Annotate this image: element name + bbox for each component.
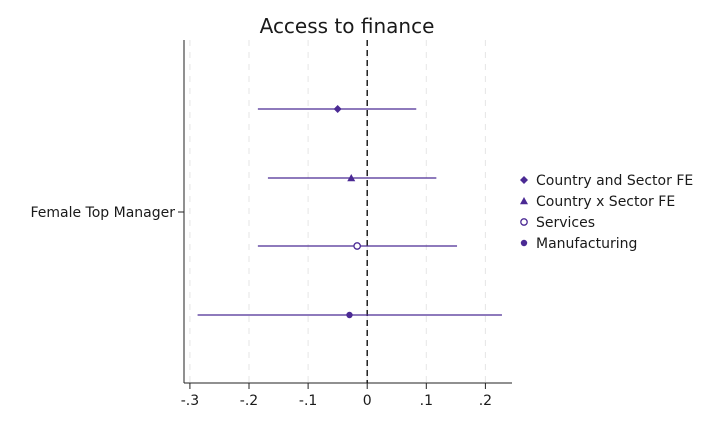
diamond-marker [333, 105, 342, 113]
x-tick-label: .2 [479, 393, 492, 409]
legend: Country and Sector FE Country x Sector FE… [520, 173, 693, 252]
chart-title: Access to finance [260, 14, 435, 38]
y-axis-category-label: Female Top Manager [30, 205, 175, 221]
x-tick-label: -.2 [240, 393, 258, 409]
x-axis-ticks: -.3 -.2 -.1 0 .1 .2 [181, 383, 492, 409]
triangle-marker [347, 174, 356, 182]
circle-marker [346, 311, 353, 319]
hollow-circle-marker [353, 242, 362, 250]
diamond-marker [520, 176, 528, 184]
legend-label: Services [536, 215, 595, 231]
legend-label: Country x Sector FE [536, 194, 675, 210]
legend-label: Manufacturing [536, 236, 637, 252]
x-tick-label: 0 [363, 393, 372, 409]
x-tick-label: -.1 [299, 393, 317, 409]
x-tick-label: -.3 [181, 393, 199, 409]
legend-label: Country and Sector FE [536, 173, 693, 189]
series-group [197, 105, 502, 319]
grid-lines [189, 40, 486, 383]
hollow-circle-marker [520, 218, 528, 226]
x-tick-label: .1 [420, 393, 433, 409]
triangle-marker [520, 197, 528, 205]
circle-marker [520, 239, 528, 247]
